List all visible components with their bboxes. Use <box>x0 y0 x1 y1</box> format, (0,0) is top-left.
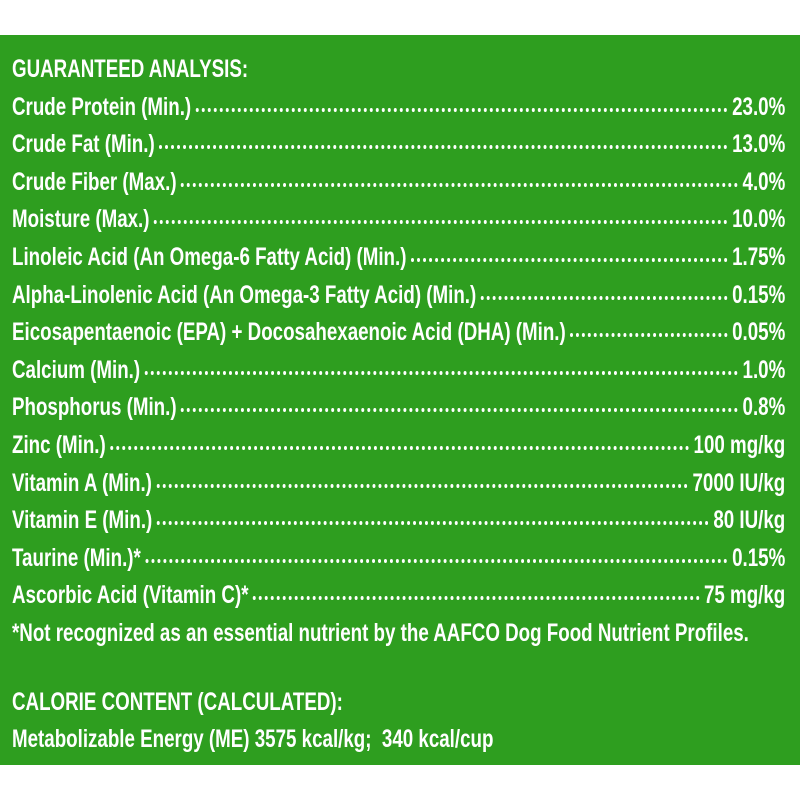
nutrient-value: 23.0% <box>732 92 786 121</box>
analysis-row: Taurine (Min.)* 0.15% <box>12 540 785 578</box>
nutrient-value: 1.0% <box>742 355 786 384</box>
dot-leader <box>195 107 728 112</box>
label-content: GUARANTEED ANALYSIS: Crude Protein (Min.… <box>12 51 785 759</box>
nutrient-name: Vitamin A (Min.) <box>12 468 152 497</box>
nutrient-value: 7000 IU/kg <box>692 468 786 497</box>
analysis-row: Phosphorus (Min.) 0.8% <box>12 389 785 427</box>
nutrient-name: Vitamin E (Min.) <box>12 506 153 535</box>
analysis-row: Crude Fat (Min.) 13.0% <box>12 126 785 164</box>
nutrient-value: 80 IU/kg <box>713 506 786 535</box>
nutrient-value: 10.0% <box>732 205 786 234</box>
dot-leader <box>159 145 728 150</box>
nutrient-name: Crude Fiber (Max.) <box>12 167 177 196</box>
dot-leader <box>144 370 739 375</box>
nutrient-name: Phosphorus (Min.) <box>12 393 177 422</box>
nutrient-value: 0.15% <box>732 543 786 572</box>
analysis-row: Alpha-Linolenic Acid (An Omega-3 Fatty A… <box>12 277 785 315</box>
nutrient-name: Taurine (Min.)* <box>12 543 141 572</box>
analysis-row: Linoleic Acid (An Omega-6 Fatty Acid) (M… <box>12 239 785 277</box>
label-panel: GUARANTEED ANALYSIS: Crude Protein (Min.… <box>0 35 800 765</box>
analysis-row: Eicosapentaenoic (EPA) + Docosahexaenoic… <box>12 314 785 352</box>
nutrient-value: 100 mg/kg <box>693 430 786 459</box>
analysis-row: Moisture (Max.) 10.0% <box>12 201 785 239</box>
nutrient-name: Crude Protein (Min.) <box>12 92 192 121</box>
analysis-row: Ascorbic Acid (Vitamin C)* 75 mg/kg <box>12 577 785 615</box>
analysis-row: Vitamin A (Min.) 7000 IU/kg <box>12 465 785 503</box>
nutrient-value: 13.0% <box>732 130 786 159</box>
nutrient-name: Ascorbic Acid (Vitamin C)* <box>12 581 249 610</box>
nutrient-value: 75 mg/kg <box>703 581 786 610</box>
calorie-heading: CALORIE CONTENT (CALCULATED): <box>12 687 343 716</box>
dot-leader <box>253 596 700 601</box>
dot-leader <box>570 333 728 338</box>
nutrient-value: 1.75% <box>732 242 786 271</box>
title: GUARANTEED ANALYSIS: <box>12 55 249 83</box>
dot-leader <box>181 408 739 413</box>
analysis-row: Vitamin E (Min.) 80 IU/kg <box>12 502 785 540</box>
analysis-row: Crude Protein (Min.) 23.0% <box>12 89 785 127</box>
nutrient-name: Eicosapentaenoic (EPA) + Docosahexaenoic… <box>12 318 566 347</box>
dot-leader <box>145 558 728 563</box>
nutrient-name: Moisture (Max.) <box>12 205 150 234</box>
analysis-row: Crude Fiber (Max.) 4.0% <box>12 164 785 202</box>
calorie-text: Metabolizable Energy (ME) 3575 kcal/kg; … <box>12 725 494 754</box>
analysis-rows: Crude Protein (Min.) 23.0% Crude Fat (Min.… <box>12 89 785 615</box>
dot-leader <box>156 521 709 526</box>
dot-leader <box>410 257 728 262</box>
analysis-row: Calcium (Min.) 1.0% <box>12 352 785 390</box>
nutrient-value: 4.0% <box>742 167 786 196</box>
dot-leader <box>156 483 688 488</box>
nutrient-name: Calcium (Min.) <box>12 355 141 384</box>
nutrient-value: 0.05% <box>732 318 786 347</box>
nutrient-value: 0.15% <box>732 280 786 309</box>
nutrient-name: Crude Fat (Min.) <box>12 130 155 159</box>
dot-leader <box>480 295 728 300</box>
nutrient-value: 0.8% <box>742 393 786 422</box>
dot-leader <box>154 220 728 225</box>
nutrient-name: Zinc (Min.) <box>12 430 106 459</box>
analysis-row: Zinc (Min.) 100 mg/kg <box>12 427 785 465</box>
dot-leader <box>181 182 739 187</box>
nutrient-name: Linoleic Acid (An Omega-6 Fatty Acid) (M… <box>12 242 407 271</box>
footnote: *Not recognized as an essential nutrient… <box>12 618 749 647</box>
nutrient-name: Alpha-Linolenic Acid (An Omega-3 Fatty A… <box>12 280 477 309</box>
dot-leader <box>110 445 690 450</box>
